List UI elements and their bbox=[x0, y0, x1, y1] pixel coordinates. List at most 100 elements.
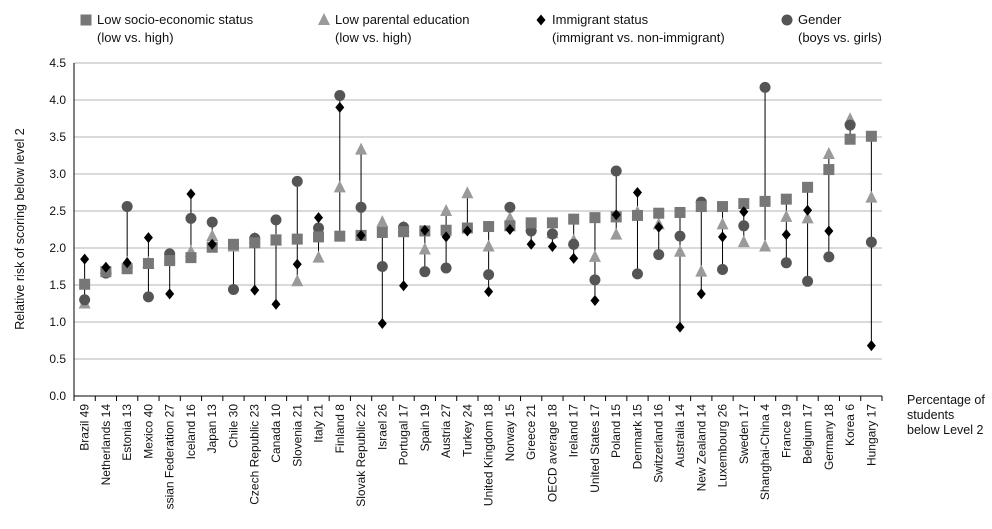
square-marker bbox=[695, 201, 707, 213]
circle-marker bbox=[291, 175, 303, 187]
triangle-marker bbox=[759, 239, 772, 252]
diamond-marker bbox=[569, 252, 579, 264]
category-label: Slovenia 21 bbox=[290, 404, 304, 467]
diamond-marker bbox=[462, 225, 472, 237]
category-label: Germany 18 bbox=[822, 404, 836, 470]
y-tick-label: 1.0 bbox=[49, 315, 66, 329]
category-label: Ireland 17 bbox=[567, 404, 581, 458]
diamond-marker bbox=[165, 288, 175, 300]
square-marker bbox=[525, 217, 537, 229]
category-label: Portugal 17 bbox=[397, 404, 411, 466]
diamond-marker bbox=[292, 258, 302, 270]
square-marker bbox=[568, 213, 580, 225]
circle-marker bbox=[738, 220, 750, 232]
diamond-marker bbox=[271, 298, 281, 310]
category-label: OECD average 18 bbox=[545, 404, 559, 502]
note-line: students bbox=[907, 408, 954, 422]
triangle-marker bbox=[865, 190, 878, 203]
diamond-marker bbox=[356, 229, 366, 241]
triangle-marker bbox=[780, 209, 793, 222]
circle-marker bbox=[610, 165, 622, 177]
diamond-marker bbox=[101, 261, 111, 273]
category-label: Poland 15 bbox=[609, 404, 623, 458]
circle-marker bbox=[355, 201, 367, 213]
triangle-marker bbox=[482, 239, 495, 252]
circle-marker bbox=[844, 119, 856, 131]
category-label: Hungary 17 bbox=[864, 404, 878, 466]
triangle-marker bbox=[674, 244, 686, 257]
data-markers bbox=[78, 81, 878, 352]
category-label: Japan 13 bbox=[205, 404, 219, 454]
legend-label: Low socio-economic status bbox=[97, 12, 254, 27]
triangle-marker bbox=[355, 142, 368, 155]
legend-circle-icon bbox=[781, 14, 793, 26]
triangle-marker bbox=[588, 249, 601, 262]
x-axis: Brazil 49 Netherlands 14 Estonia 13 Mexico … bbox=[73, 396, 883, 510]
y-tick-label: 2.0 bbox=[49, 241, 66, 255]
square-marker bbox=[440, 224, 452, 236]
diamond-marker bbox=[143, 232, 153, 244]
category-label: Netherlands 14 bbox=[99, 404, 113, 486]
diamond-marker bbox=[866, 340, 876, 352]
triangle-marker bbox=[440, 204, 453, 216]
circle-marker bbox=[631, 268, 643, 280]
diamond-marker bbox=[207, 238, 217, 250]
square-marker bbox=[334, 230, 346, 242]
circle-marker bbox=[568, 238, 580, 250]
square-marker bbox=[717, 201, 729, 213]
circle-marker bbox=[823, 251, 835, 263]
diamond-marker bbox=[718, 231, 728, 243]
triangle-marker bbox=[333, 180, 346, 193]
diamond-marker bbox=[420, 224, 430, 236]
triangle-marker bbox=[206, 229, 219, 242]
diamond-marker bbox=[739, 206, 749, 218]
triangle-marker bbox=[695, 264, 708, 277]
category-label: Mexico 40 bbox=[141, 404, 155, 459]
legend-sublabel: (immigrant vs. non-immigrant) bbox=[552, 30, 725, 45]
square-marker bbox=[398, 226, 410, 238]
diamond-marker bbox=[803, 204, 813, 216]
square-marker bbox=[738, 198, 750, 210]
diamond-marker bbox=[632, 187, 642, 198]
category-label: Greece 21 bbox=[524, 404, 538, 460]
circle-marker bbox=[759, 81, 771, 93]
circle-marker bbox=[653, 249, 665, 261]
circle-marker bbox=[227, 283, 239, 295]
square-marker bbox=[802, 181, 814, 193]
circle-marker bbox=[483, 269, 495, 281]
category-label: Finland 8 bbox=[333, 404, 347, 454]
category-label: New Zealand 14 bbox=[694, 404, 708, 492]
diamond-marker bbox=[654, 221, 664, 233]
square-marker bbox=[483, 221, 495, 233]
circle-marker bbox=[376, 261, 388, 272]
circle-marker bbox=[313, 222, 325, 234]
diamond-marker bbox=[505, 224, 515, 235]
legend-label: Low parental education bbox=[335, 12, 469, 27]
y-axis-title: Relative risk of scoring below level 2 bbox=[13, 128, 27, 330]
square-marker bbox=[653, 207, 665, 219]
square-marker bbox=[142, 258, 154, 270]
diamond-marker bbox=[611, 209, 621, 221]
diamond-marker bbox=[80, 253, 90, 265]
gridlines bbox=[73, 62, 882, 397]
category-label: Denmark 15 bbox=[630, 404, 644, 470]
category-label: Spain 19 bbox=[418, 404, 432, 452]
category-label: Italy 21 bbox=[312, 404, 326, 443]
y-tick-label: 4.5 bbox=[49, 56, 66, 70]
y-tick-label: 1.5 bbox=[49, 278, 66, 292]
circle-marker bbox=[419, 266, 431, 278]
category-label: Korea 6 bbox=[843, 404, 857, 446]
diamond-marker bbox=[122, 257, 132, 269]
triangle-marker bbox=[291, 274, 304, 287]
legend-square-icon bbox=[80, 14, 92, 26]
category-label: Estonia 13 bbox=[120, 404, 134, 461]
diamond-marker bbox=[250, 284, 260, 296]
note-line: below Level 2 bbox=[907, 423, 983, 437]
square-marker bbox=[313, 231, 325, 243]
circle-marker bbox=[206, 216, 218, 228]
legend-triangle-icon bbox=[318, 13, 330, 25]
square-marker bbox=[589, 212, 601, 224]
square-marker bbox=[249, 237, 261, 249]
category-label: ssian Federation 27 bbox=[163, 404, 177, 510]
diamond-marker bbox=[547, 241, 557, 253]
